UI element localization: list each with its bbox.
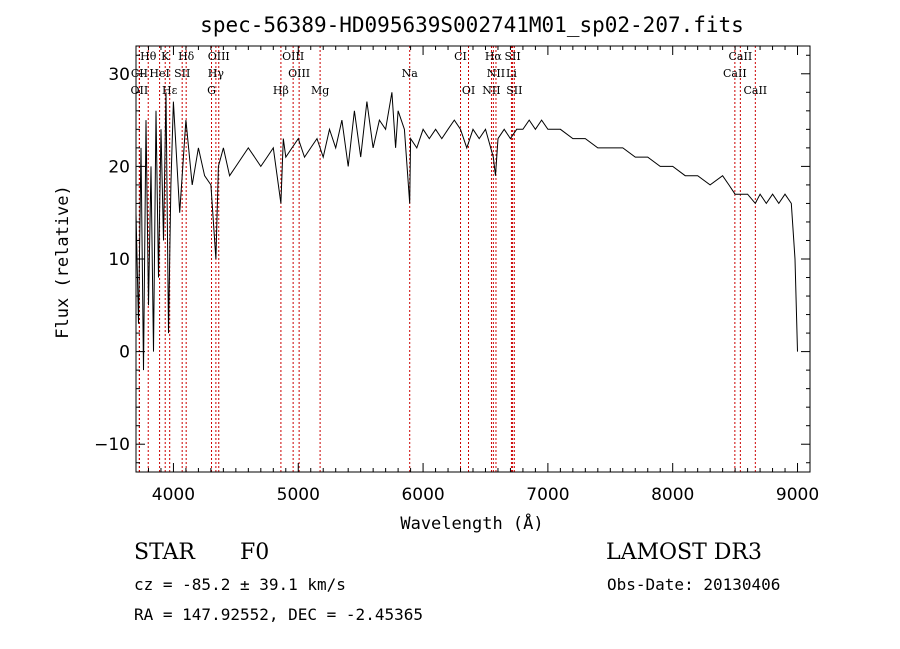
spectrum-line <box>135 92 798 371</box>
x-tick-label: 8000 <box>651 485 694 505</box>
marker-label: Hα <box>485 50 503 63</box>
x-tick-label: 9000 <box>776 485 819 505</box>
x-tick-label: 4000 <box>152 485 195 505</box>
axis-ticks <box>135 46 811 472</box>
marker-label: CaII <box>723 67 747 80</box>
marker-label: CI <box>454 50 467 63</box>
marker-label: CaII <box>729 50 753 63</box>
y-tick-label: 10 <box>108 250 130 270</box>
marker-label: CII <box>131 67 148 80</box>
y-tick-label: 30 <box>108 65 130 85</box>
plot-frame <box>135 45 811 473</box>
marker-label: HeI <box>149 67 169 80</box>
x-tick-label: 7000 <box>526 485 569 505</box>
marker-label: SII <box>174 67 190 80</box>
axis-tick-labels: 4000 5000 6000 7000 8000 9000 −10 0 10 20 30 <box>94 65 819 505</box>
y-tick-label: 20 <box>108 157 130 177</box>
marker-label: Hδ <box>178 50 195 63</box>
marker-label: OI <box>462 84 475 97</box>
marker-label: OIII <box>282 50 304 63</box>
y-tick-label: −10 <box>94 435 130 455</box>
marker-label: Hβ <box>273 84 289 97</box>
spectrum-series <box>135 92 798 371</box>
spectral-line-markers <box>138 46 756 472</box>
redshift-text: cz = -85.2 ± 39.1 km/s <box>134 575 346 594</box>
x-axis-label: Wavelength (Å) <box>400 512 543 534</box>
survey-name: LAMOST DR3 <box>606 540 762 565</box>
marker-label: OII <box>131 84 149 97</box>
marker-label: NII <box>487 67 505 80</box>
x-tick-label: 5000 <box>277 485 320 505</box>
marker-label: Hγ <box>208 67 225 80</box>
marker-label: OIII <box>208 50 230 63</box>
marker-label: SII <box>504 50 520 63</box>
marker-label: G <box>207 84 216 97</box>
marker-label: Mg <box>311 84 329 97</box>
marker-label: OIII <box>288 67 310 80</box>
coordinates: RA = 147.92552, DEC = -2.45365 <box>134 605 423 624</box>
object-type: STAR <box>134 540 195 565</box>
marker-label: Li <box>506 67 517 80</box>
x-tick-label: 6000 <box>401 485 444 505</box>
chart-title: spec-56389-HD095639S002741M01_sp02-207.f… <box>200 13 744 37</box>
marker-label: CaII <box>743 84 767 97</box>
marker-label: NII <box>482 84 500 97</box>
obs-date: Obs-Date: 20130406 <box>607 575 781 594</box>
marker-label: Hε <box>162 84 178 97</box>
marker-label: K <box>161 50 170 63</box>
marker-label: Hθ <box>140 50 157 63</box>
object-subclass: F0 <box>240 540 270 565</box>
y-tick-label: 0 <box>119 343 130 363</box>
y-axis-label: Flux (relative) <box>53 185 73 339</box>
marker-label: Na <box>402 67 419 80</box>
marker-label: SII <box>506 84 522 97</box>
